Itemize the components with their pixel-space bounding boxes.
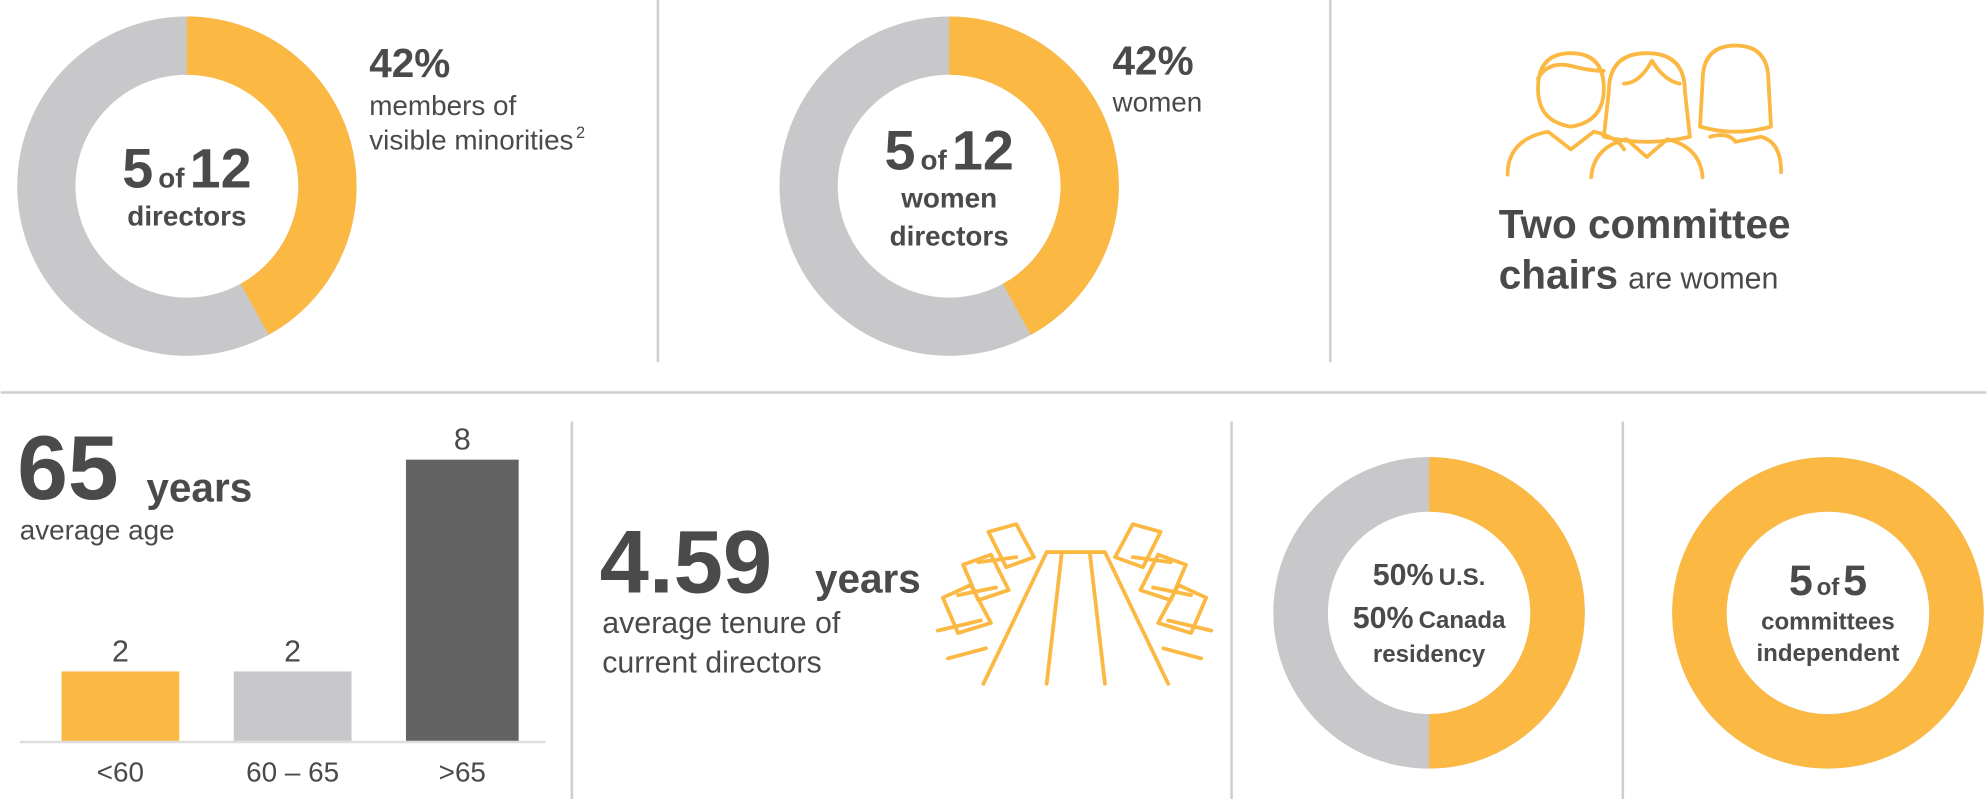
chairs-bold: chairs xyxy=(1499,252,1618,298)
people-icon xyxy=(1505,43,1784,180)
age-value: 65 xyxy=(17,417,118,519)
tenure-value: 4.59 xyxy=(600,513,773,612)
x-tick-label: 60 – 65 xyxy=(246,756,339,787)
caption: members of xyxy=(369,90,516,121)
x-tick-label: >65 xyxy=(439,756,486,787)
total: 5 xyxy=(1843,557,1867,605)
donut-center: 5 of 12 xyxy=(122,137,251,199)
count: 5 xyxy=(122,137,153,199)
bar xyxy=(405,459,519,743)
chairs-headline: chairs are women xyxy=(1499,252,1779,298)
series-name: Canada xyxy=(1419,607,1506,634)
chairs-headline: Two committee xyxy=(1499,201,1791,247)
donut-label: women xyxy=(900,183,997,214)
caption: visible minorities 2 xyxy=(369,124,585,155)
donut-center: 5 of 5 xyxy=(1789,557,1867,605)
boardroom-icon xyxy=(935,522,1214,686)
tenure-unit: years xyxy=(815,556,921,602)
donut-segment xyxy=(1672,457,1984,769)
series-name: U.S. xyxy=(1439,564,1486,591)
caption: women xyxy=(1112,86,1203,117)
x-tick-label: <60 xyxy=(97,756,144,787)
donut-segment xyxy=(1428,457,1585,769)
count: 5 xyxy=(884,120,915,182)
percent-label: 42% xyxy=(1113,38,1194,84)
donut-label: directors xyxy=(127,200,246,231)
donut-center: 5 of 12 xyxy=(884,120,1013,182)
age-label: average age xyxy=(20,514,175,545)
caption-text: visible minorities xyxy=(369,124,573,155)
bar xyxy=(61,671,180,743)
total: 12 xyxy=(952,120,1014,182)
total: 12 xyxy=(190,137,252,199)
donut-segment xyxy=(186,16,357,335)
marks xyxy=(17,16,1984,769)
of: of xyxy=(1817,574,1841,601)
donut-center: 50% Canada xyxy=(1353,601,1506,635)
donut-segment xyxy=(948,16,1119,335)
age-unit: years xyxy=(146,464,252,510)
bar-value-label: 2 xyxy=(284,634,301,668)
tenure-label: average tenure of xyxy=(602,606,841,640)
donut-label: committees xyxy=(1761,608,1895,635)
donut-center: 50% U.S. xyxy=(1373,558,1486,592)
bar-value-label: 8 xyxy=(454,423,471,457)
donut-label: independent xyxy=(1756,640,1899,667)
of: of xyxy=(921,145,948,176)
tenure-label: current directors xyxy=(602,645,821,679)
bar-value-label: 2 xyxy=(112,634,129,668)
donut-label: directors xyxy=(890,221,1009,252)
of: of xyxy=(158,162,185,193)
count: 5 xyxy=(1789,557,1813,605)
chairs-rest: are women xyxy=(1628,262,1778,296)
percent-label: 50% xyxy=(1353,601,1414,635)
percent-label: 42% xyxy=(369,40,450,86)
footnote: 2 xyxy=(576,124,585,142)
donut-label: residency xyxy=(1373,641,1486,668)
percent-label: 50% xyxy=(1373,558,1434,592)
donut-segment xyxy=(1273,457,1430,769)
bar xyxy=(233,671,352,743)
